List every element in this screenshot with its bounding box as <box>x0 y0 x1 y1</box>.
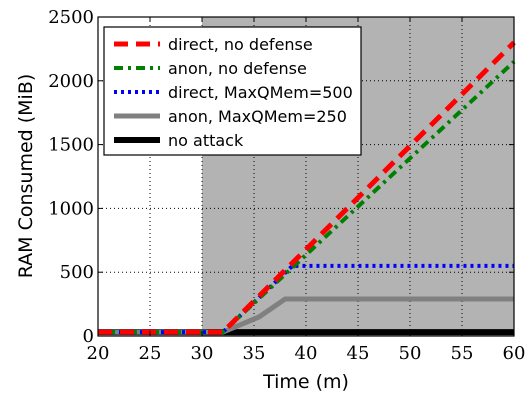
x-tick-label: 30 <box>191 343 214 364</box>
x-tick-label: 50 <box>399 343 422 364</box>
legend: direct, no defense anon, no defense direct… <box>103 26 362 156</box>
legend-label: direct, MaxQMem=500 <box>168 83 353 102</box>
x-tick-label: 25 <box>139 343 162 364</box>
x-axis-label: Time (m) <box>262 371 349 393</box>
series-line-anon-no-defense <box>98 60 516 335</box>
series-line-direct-maxqmem-500 <box>98 263 514 335</box>
x-tick-label: 20 <box>87 343 110 364</box>
series-line-direct-no-defense <box>98 40 516 335</box>
y-tick-label: 2500 <box>48 7 94 28</box>
legend-label: no attack <box>168 131 244 150</box>
y-tick-label: 500 <box>60 262 94 283</box>
y-tick-label: 1500 <box>48 135 94 156</box>
x-tick-label: 45 <box>347 343 370 364</box>
series-line-anon-maxqmem-250 <box>98 296 514 335</box>
y-tick-label: 0 <box>83 326 94 347</box>
x-tick-label: 35 <box>243 343 266 364</box>
y-tick-label: 1000 <box>48 198 94 219</box>
x-tick-label: 60 <box>503 343 526 364</box>
legend-box <box>103 26 362 156</box>
legend-label: anon, MaxQMem=250 <box>168 107 347 126</box>
legend-label: anon, no defense <box>168 59 307 78</box>
x-tick-label: 55 <box>451 343 474 364</box>
y-axis-label: RAM Consumed (MiB) <box>15 74 37 279</box>
x-tick-label: 40 <box>295 343 318 364</box>
y-tick-label: 2000 <box>48 71 94 92</box>
legend-label: direct, no defense <box>168 35 313 54</box>
